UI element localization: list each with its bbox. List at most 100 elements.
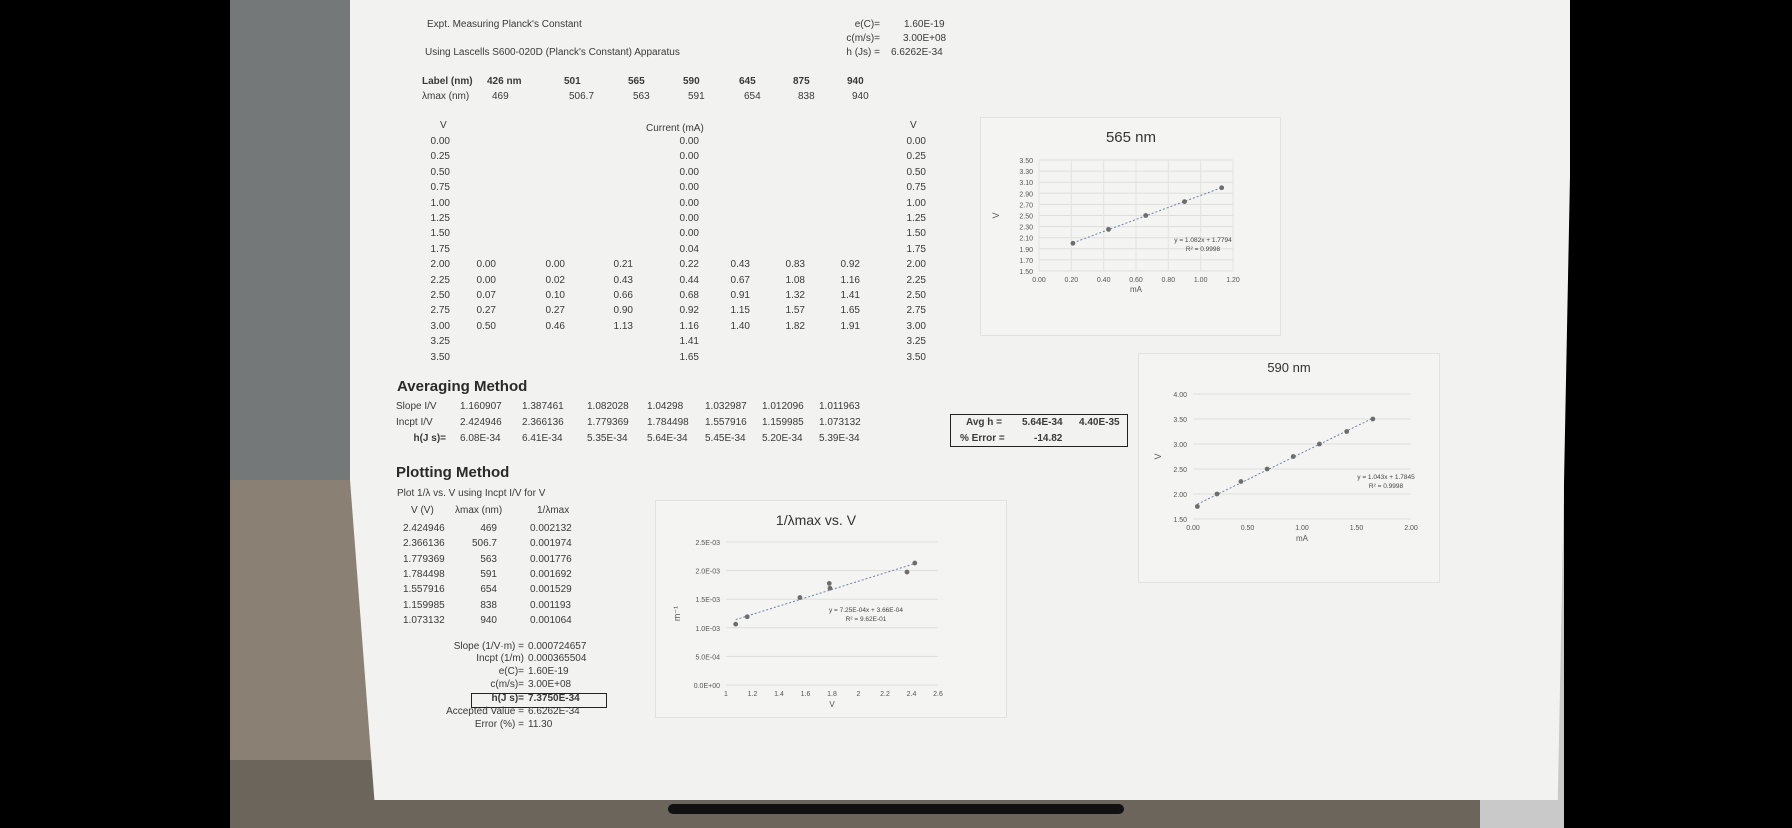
data-point <box>1106 226 1111 232</box>
chart-590nm: 590 nm 1.50 2.00 2.50 3.00 3.50 4.00 0.00 0.50 1.… <box>1153 360 1418 543</box>
current-value: 1.41 <box>840 290 860 301</box>
current-value: 0.27 <box>545 305 565 317</box>
data-point <box>827 585 833 591</box>
voltage-value-left: 2.75 <box>430 305 450 317</box>
averaging-first-value: 1.160907 <box>460 401 502 412</box>
chart-565-panel: 565 nm 1.50 1.70 1.90 2.10 2.30 2.50 2.70 2.90 3.… <box>980 117 1281 336</box>
y-tick-label: 1.50 <box>1019 269 1033 276</box>
result-label: Slope (1/V·m) = <box>453 641 524 652</box>
plot-v-value: 1.159985 <box>403 599 445 611</box>
result-label: Accepted Value = <box>446 706 524 717</box>
averaging-value: 1.784498 <box>647 417 689 428</box>
plot-v-value: 1.557916 <box>403 584 445 596</box>
voltage-value-right: 2.75 <box>906 305 926 317</box>
plot-lambda-value: 506.7 <box>471 538 497 550</box>
averaging-value: 5.64E-34 <box>647 433 688 444</box>
wavelength-label: 590 <box>683 76 700 87</box>
x-tick-label: 1.4 <box>774 691 784 698</box>
data-point <box>1219 185 1225 191</box>
y-axis-label: V <box>1153 453 1163 459</box>
wavelength-lmax-value: 654 <box>744 91 761 102</box>
current-value: 1.65 <box>679 351 699 363</box>
y-tick-label: 3.30 <box>1019 169 1033 176</box>
averaging-value: 1.04298 <box>647 401 684 412</box>
h-result-box <box>471 693 607 708</box>
current-value: 0.92 <box>679 305 699 317</box>
current-value: 0.02 <box>545 274 565 286</box>
wavelength-label: 426 nm <box>487 76 522 87</box>
y-tick-label: 2.50 <box>1173 467 1187 474</box>
data-point <box>1182 199 1187 205</box>
current-value: 0.68 <box>679 290 699 301</box>
current-value: 0.22 <box>679 259 699 271</box>
error-label: % Error = <box>960 433 1005 444</box>
voltage-value-right: 3.25 <box>906 336 926 348</box>
chart-title: 1/λmax vs. V <box>776 512 857 528</box>
x-tick-label: 1 <box>724 691 728 698</box>
x-axis-label: V <box>829 700 835 709</box>
current-value: 0.50 <box>476 320 496 332</box>
home-indicator[interactable] <box>668 804 1124 814</box>
plot-v-value: 2.424946 <box>403 523 445 534</box>
result-value: 0.000724657 <box>528 641 587 652</box>
voltage-value-left: 1.50 <box>430 228 450 240</box>
voltage-value-left: 1.25 <box>430 213 450 224</box>
constant-label: h (Js) = <box>846 47 880 58</box>
averaging-value: 1.557916 <box>705 417 747 428</box>
plot-inv-lambda-value: 0.001776 <box>530 553 572 565</box>
trendline-equation: y = 7.25E-04x + 3.66E-04 <box>829 607 903 614</box>
y-tick-label: 2.0E-03 <box>695 569 720 576</box>
data-point <box>912 560 918 566</box>
wavelength-lmax-value: 563 <box>633 91 650 102</box>
averaging-value: 5.45E-34 <box>705 433 746 444</box>
y-tick-label: 1.5E-03 <box>695 597 720 604</box>
trendline-r2: R² = 9.62E-01 <box>846 616 887 623</box>
plot-lambda-value: 654 <box>480 584 497 596</box>
y-tick-label: 2.70 <box>1019 202 1033 209</box>
plot-lambda-value: 838 <box>480 599 497 611</box>
plot-inv-lambda-value: 0.002132 <box>530 523 572 534</box>
averaging-value: 1.012096 <box>762 401 804 412</box>
x-tick-label: 2.2 <box>880 691 890 698</box>
current-value: 0.90 <box>613 305 633 317</box>
chart-inv-lambda-panel: 1/λmax vs. V 0.0E+00 5.0E-04 1.0E-03 1.5E-03… <box>655 500 1007 718</box>
result-value: 11.30 <box>528 719 553 730</box>
x-tick-label: 1.20 <box>1226 277 1240 284</box>
voltage-value-right: 0.75 <box>906 182 926 194</box>
current-value: 1.08 <box>785 274 805 286</box>
avg-h-sd: 4.40E-35 <box>1079 417 1120 428</box>
averaging-value: 1.387461 <box>522 401 564 412</box>
trendline-r2: R² = 0.9998 <box>1186 246 1221 253</box>
y-tick-label: 2.50 <box>1019 214 1033 221</box>
constant-value: 1.60E-19 <box>904 19 945 30</box>
lmax-row-title: λmax (nm) <box>422 91 470 102</box>
trendline <box>1197 417 1374 505</box>
voltage-header-right: V <box>910 120 917 131</box>
result-label: Incpt (1/m) <box>476 653 524 664</box>
chart-inverse-lambda-vs-v: 1/λmax vs. V 0.0E+00 5.0E-04 1.0E-03 1.5E-03… <box>672 512 943 709</box>
voltage-value-left: 0.50 <box>430 166 450 178</box>
averaging-value: 2.366136 <box>522 417 564 428</box>
x-tick-label: 0.20 <box>1065 277 1079 284</box>
x-tick-label: 1.6 <box>801 691 811 698</box>
x-tick-label: 0.80 <box>1162 277 1176 284</box>
x-tick-label: 2 <box>857 691 861 698</box>
averaging-value: 5.39E-34 <box>819 433 860 444</box>
plotting-title: Plotting Method <box>396 464 510 481</box>
voltage-value-right: 0.00 <box>906 136 926 147</box>
y-tick-label: 3.00 <box>1173 442 1187 449</box>
current-value: 0.04 <box>679 243 699 255</box>
current-value: 1.40 <box>730 320 750 332</box>
y-tick-label: 1.90 <box>1019 247 1033 254</box>
plot-v-value: 2.366136 <box>403 538 445 550</box>
data-point <box>1214 491 1220 497</box>
plot-inv-lambda-value: 0.001974 <box>530 538 572 550</box>
result-label: c(m/s)= <box>490 679 524 690</box>
wavelength-label: 645 <box>739 76 756 87</box>
averaging-row-label: Slope I/V <box>396 401 437 412</box>
label-row-title: Label (nm) <box>422 76 473 87</box>
result-value: 1.60E-19 <box>528 666 569 677</box>
wavelength-lmax-value: 940 <box>852 91 869 102</box>
plot-inv-lambda-value: 0.001692 <box>530 568 572 580</box>
current-value: 0.00 <box>679 197 699 209</box>
